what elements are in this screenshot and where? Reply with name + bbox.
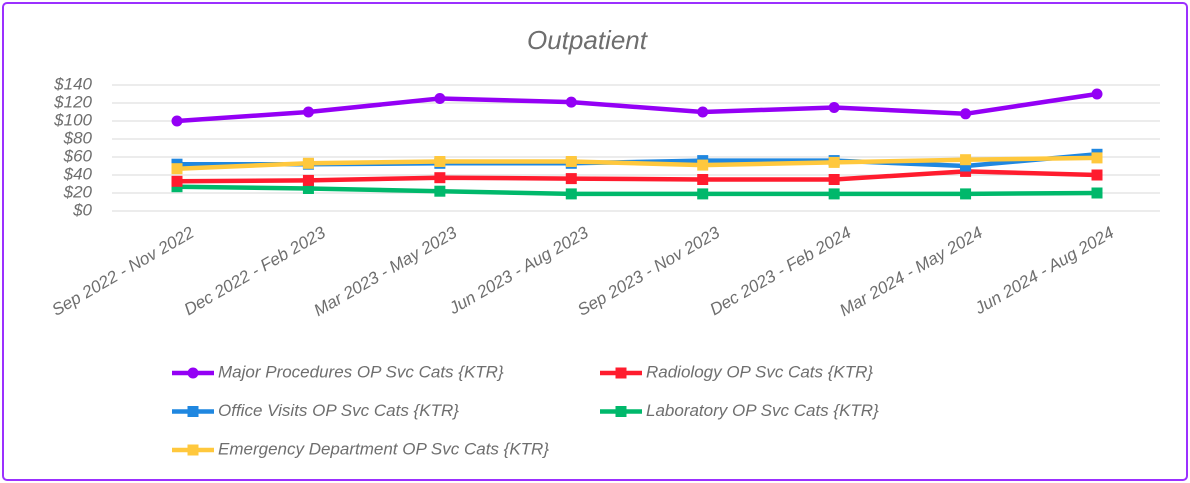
line-marker — [171, 115, 183, 127]
line-marker — [565, 188, 577, 200]
line-marker — [960, 160, 972, 172]
line-marker — [1091, 187, 1103, 199]
line-marker — [302, 174, 314, 186]
legend-marker — [187, 444, 199, 456]
legend-marker — [615, 406, 627, 417]
line-marker — [697, 106, 709, 118]
line-marker — [302, 106, 314, 118]
y-tick-label: $100 — [53, 110, 92, 129]
chart-title: Outpatient — [527, 25, 649, 55]
line-marker — [960, 154, 972, 166]
line-marker — [434, 156, 446, 167]
line-marker — [1091, 152, 1103, 164]
legend-marker — [187, 367, 199, 379]
line-marker — [960, 188, 972, 200]
y-tick-label: $60 — [63, 146, 93, 165]
line-marker — [302, 183, 314, 194]
line-marker — [302, 157, 314, 169]
line-marker — [171, 175, 183, 187]
y-tick-label: $80 — [63, 128, 93, 147]
line-marker — [697, 188, 709, 200]
line-marker — [434, 93, 446, 104]
legend-marker — [615, 367, 627, 379]
series — [171, 152, 1103, 175]
legend-label: Laboratory OP Svc Cats {KTR} — [646, 401, 879, 420]
line-marker — [1091, 169, 1103, 181]
line-marker — [960, 108, 972, 120]
line-marker — [565, 156, 577, 167]
line-marker — [565, 173, 577, 185]
line-marker — [171, 163, 183, 175]
legend-label: Radiology OP Svc Cats {KTR} — [646, 362, 873, 381]
line-marker — [828, 102, 840, 113]
series-line — [176, 91, 1098, 124]
legend-label: Emergency Department OP Svc Cats {KTR} — [218, 439, 549, 458]
legend-marker — [187, 406, 199, 417]
y-tick-label: $140 — [53, 74, 92, 93]
y-tick-label: $20 — [63, 182, 93, 201]
line-marker — [828, 174, 840, 185]
line-marker — [828, 188, 840, 200]
series-line — [176, 169, 1098, 184]
series-line — [176, 155, 1098, 171]
series-line — [176, 184, 1098, 197]
line-marker — [434, 185, 446, 197]
line-marker — [1091, 88, 1103, 100]
series — [171, 88, 1103, 127]
y-tick-label: $40 — [63, 164, 93, 183]
line-marker — [828, 156, 840, 168]
series — [171, 181, 1103, 200]
y-tick-label: $120 — [53, 92, 92, 111]
legend-label: Office Visits OP Svc Cats {KTR} — [218, 401, 459, 420]
line-marker — [697, 159, 709, 171]
line-marker — [434, 172, 446, 184]
line-marker — [697, 174, 709, 185]
line-marker — [565, 96, 577, 108]
y-tick-label: $0 — [72, 200, 92, 219]
legend-label: Major Procedures OP Svc Cats {KTR} — [218, 362, 504, 381]
